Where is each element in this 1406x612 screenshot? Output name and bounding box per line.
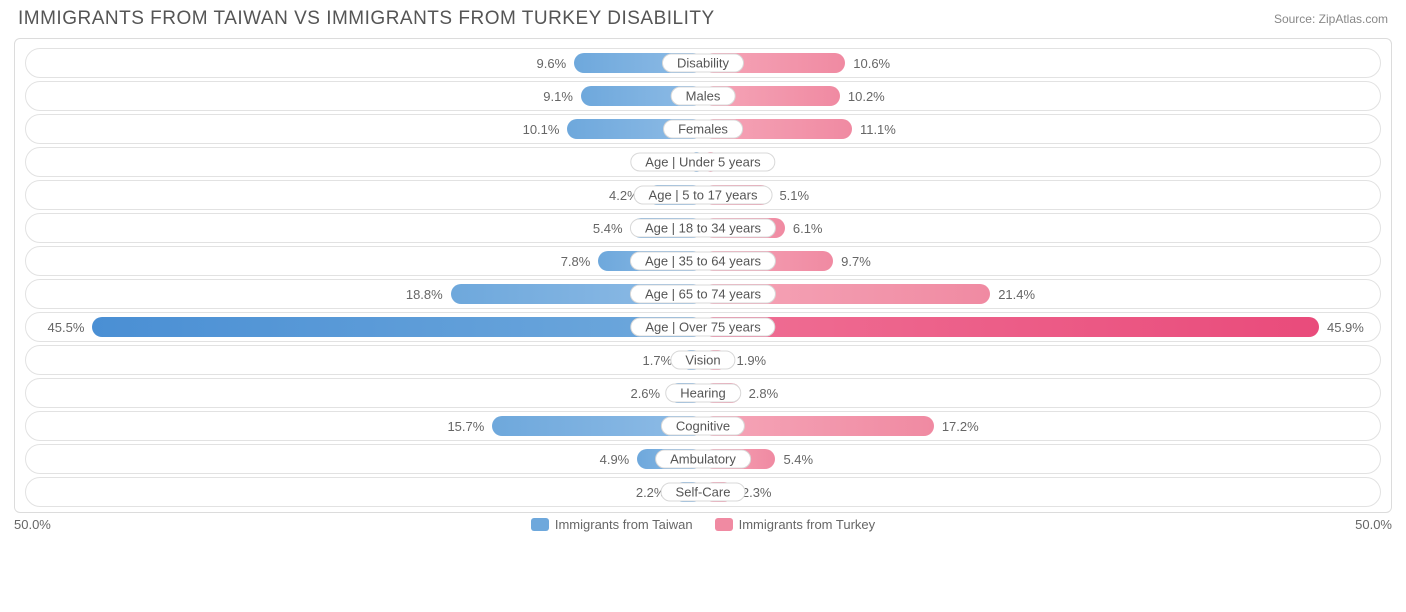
category-label: Ambulatory xyxy=(655,450,751,469)
category-label: Age | 35 to 64 years xyxy=(630,252,776,271)
value-turkey: 6.1% xyxy=(793,218,823,238)
chart-row: 15.7% 17.2% Cognitive xyxy=(25,411,1381,441)
chart-row: 7.8% 9.7% Age | 35 to 64 years xyxy=(25,246,1381,276)
category-label: Age | 65 to 74 years xyxy=(630,285,776,304)
value-turkey: 1.9% xyxy=(736,350,766,370)
category-label: Hearing xyxy=(665,384,741,403)
chart-row: 9.1% 10.2% Males xyxy=(25,81,1381,111)
chart-row: 45.5% 45.9% Age | Over 75 years xyxy=(25,312,1381,342)
value-turkey: 5.1% xyxy=(779,185,809,205)
legend-label-taiwan: Immigrants from Taiwan xyxy=(555,517,693,532)
value-taiwan: 1.7% xyxy=(643,350,673,370)
category-label: Age | 18 to 34 years xyxy=(630,219,776,238)
value-turkey: 45.9% xyxy=(1327,317,1364,337)
category-label: Disability xyxy=(662,54,744,73)
value-taiwan: 10.1% xyxy=(523,119,560,139)
category-label: Cognitive xyxy=(661,417,745,436)
category-label: Females xyxy=(663,120,743,139)
chart-row: 5.4% 6.1% Age | 18 to 34 years xyxy=(25,213,1381,243)
value-turkey: 21.4% xyxy=(998,284,1035,304)
axis-right-max: 50.0% xyxy=(1355,517,1392,532)
value-turkey: 17.2% xyxy=(942,416,979,436)
category-label: Age | Over 75 years xyxy=(630,318,775,337)
value-turkey: 9.7% xyxy=(841,251,871,271)
legend-item-taiwan: Immigrants from Taiwan xyxy=(531,517,693,532)
chart-area: 9.6% 10.6% Disability 9.1% 10.2% Males 10.1% 11… xyxy=(14,38,1392,513)
value-turkey: 2.3% xyxy=(742,482,772,502)
bar-taiwan xyxy=(92,317,703,337)
chart-row: 4.9% 5.4% Ambulatory xyxy=(25,444,1381,474)
legend-swatch-taiwan xyxy=(531,518,549,531)
legend-item-turkey: Immigrants from Turkey xyxy=(715,517,876,532)
chart-row: 10.1% 11.1% Females xyxy=(25,114,1381,144)
value-taiwan: 9.6% xyxy=(537,53,567,73)
footer: 50.0% Immigrants from Taiwan Immigrants … xyxy=(0,513,1406,532)
chart-row: 4.2%5.1%Age | 5 to 17 years xyxy=(25,180,1381,210)
header: IMMIGRANTS FROM TAIWAN VS IMMIGRANTS FRO… xyxy=(0,0,1406,34)
category-label: Age | 5 to 17 years xyxy=(634,186,773,205)
value-turkey: 10.2% xyxy=(848,86,885,106)
category-label: Self-Care xyxy=(661,483,746,502)
value-turkey: 2.8% xyxy=(749,383,779,403)
value-turkey: 5.4% xyxy=(783,449,813,469)
legend-swatch-turkey xyxy=(715,518,733,531)
category-label: Vision xyxy=(670,351,735,370)
chart-row: 2.2%2.3%Self-Care xyxy=(25,477,1381,507)
value-taiwan: 18.8% xyxy=(406,284,443,304)
category-label: Males xyxy=(671,87,736,106)
chart-row: 2.6% 2.8% Hearing xyxy=(25,378,1381,408)
bar-turkey xyxy=(703,317,1319,337)
axis-left-max: 50.0% xyxy=(14,517,51,532)
chart-row: 1.0%1.1%Age | Under 5 years xyxy=(25,147,1381,177)
value-turkey: 10.6% xyxy=(853,53,890,73)
value-taiwan: 2.6% xyxy=(630,383,660,403)
value-taiwan: 15.7% xyxy=(447,416,484,436)
value-turkey: 11.1% xyxy=(860,119,896,139)
chart-title: IMMIGRANTS FROM TAIWAN VS IMMIGRANTS FRO… xyxy=(18,8,715,30)
chart-container: IMMIGRANTS FROM TAIWAN VS IMMIGRANTS FRO… xyxy=(0,0,1406,612)
value-taiwan: 7.8% xyxy=(561,251,591,271)
category-label: Age | Under 5 years xyxy=(630,153,775,172)
source-label: Source: ZipAtlas.com xyxy=(1274,12,1388,26)
value-taiwan: 4.9% xyxy=(600,449,630,469)
value-taiwan: 9.1% xyxy=(543,86,573,106)
chart-row: 9.6% 10.6% Disability xyxy=(25,48,1381,78)
legend: Immigrants from Taiwan Immigrants from T… xyxy=(531,517,875,532)
chart-row: 18.8% 21.4% Age | 65 to 74 years xyxy=(25,279,1381,309)
value-taiwan: 5.4% xyxy=(593,218,623,238)
chart-row: 1.7% 1.9%Vision xyxy=(25,345,1381,375)
legend-label-turkey: Immigrants from Turkey xyxy=(739,517,876,532)
value-taiwan: 45.5% xyxy=(48,317,85,337)
